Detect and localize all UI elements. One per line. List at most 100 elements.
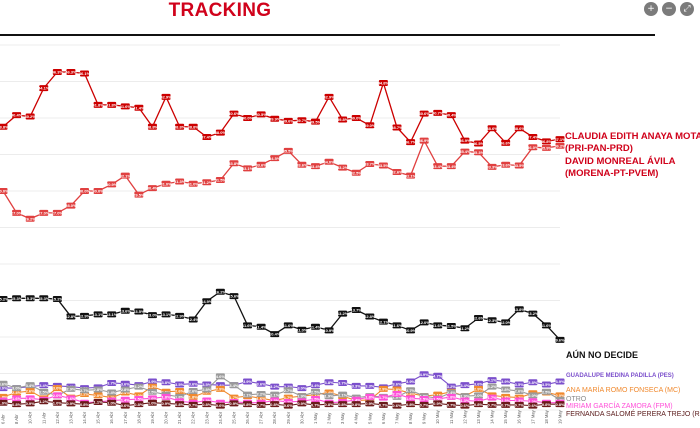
x-tick-label: 12 May bbox=[462, 409, 467, 424]
data-label-box bbox=[147, 123, 157, 130]
data-label-box bbox=[433, 322, 443, 329]
data-label-box bbox=[120, 307, 130, 314]
data-label-box bbox=[93, 398, 103, 405]
data-label: 10.9% bbox=[323, 328, 335, 333]
data-label-box bbox=[80, 401, 90, 408]
data-label-box bbox=[460, 402, 470, 409]
data-label: 0.9% bbox=[433, 401, 443, 406]
data-label: 35.5% bbox=[283, 148, 295, 153]
data-label: 0.8% bbox=[474, 402, 484, 407]
data-label-box bbox=[202, 386, 212, 393]
data-label-box bbox=[256, 401, 266, 408]
data-label-box bbox=[460, 148, 470, 155]
data-label: 3.5% bbox=[202, 382, 212, 387]
data-label-box bbox=[351, 115, 361, 121]
data-label: 29.5% bbox=[133, 192, 145, 197]
data-label-box bbox=[93, 311, 103, 318]
data-label: 2.1% bbox=[433, 392, 443, 397]
data-label: 0.6% bbox=[392, 403, 402, 408]
data-label-box bbox=[134, 383, 144, 390]
data-label-box bbox=[120, 172, 130, 179]
data-label: 3.9% bbox=[148, 379, 158, 384]
zoom-out-icon[interactable]: − bbox=[662, 2, 676, 16]
data-label: 1.7% bbox=[379, 395, 389, 400]
data-label-box bbox=[365, 313, 375, 320]
data-label-box bbox=[66, 202, 76, 209]
data-label: 13.6% bbox=[120, 308, 132, 313]
data-label-box bbox=[243, 115, 253, 121]
data-label: 1.7% bbox=[488, 395, 498, 400]
data-label-box bbox=[39, 398, 49, 405]
data-label-box bbox=[365, 122, 375, 129]
data-label: 3.7% bbox=[338, 381, 348, 386]
data-label-box bbox=[202, 298, 212, 305]
expand-icon[interactable]: ⤢ bbox=[680, 2, 694, 16]
data-label: 13.2% bbox=[527, 311, 539, 316]
data-label: 1.6% bbox=[257, 396, 267, 401]
data-label: 10.4% bbox=[269, 332, 281, 337]
data-label-box bbox=[378, 79, 388, 86]
data-label: 30.0% bbox=[79, 189, 91, 194]
data-label: 0.8% bbox=[324, 402, 334, 407]
data-label: 3.6% bbox=[0, 381, 8, 386]
data-label-box bbox=[324, 158, 334, 165]
data-label-box bbox=[555, 336, 565, 343]
data-label-box bbox=[514, 162, 524, 169]
data-label: 3.8% bbox=[324, 380, 334, 385]
x-tick-label: 19 Abr bbox=[150, 411, 155, 424]
data-label: 2.5% bbox=[311, 389, 321, 394]
data-label: 31.3% bbox=[174, 179, 186, 184]
data-label-box bbox=[134, 401, 144, 408]
data-label-box bbox=[487, 401, 497, 408]
data-label: 31.0% bbox=[160, 181, 172, 186]
data-label: 16.2% bbox=[215, 289, 227, 294]
data-label-box bbox=[283, 147, 293, 154]
data-label: 15.2% bbox=[0, 297, 9, 302]
data-label-box bbox=[473, 140, 483, 147]
data-label: 33.7% bbox=[364, 162, 376, 167]
data-label-box bbox=[161, 311, 171, 318]
data-label-box bbox=[283, 117, 293, 124]
data-label-box bbox=[12, 295, 22, 302]
data-label: 40.6% bbox=[418, 111, 430, 116]
data-label: 27.0% bbox=[38, 211, 50, 216]
data-label: 0.8% bbox=[12, 402, 22, 407]
data-label: 3.6% bbox=[392, 381, 402, 386]
x-tick-label: 2 May bbox=[327, 412, 332, 424]
data-label-box bbox=[243, 322, 253, 329]
legend-label: (MORENA-PT-PVEM) bbox=[565, 168, 658, 179]
data-label-box bbox=[93, 386, 103, 393]
data-label-box bbox=[270, 115, 280, 122]
data-label: 1.3% bbox=[501, 398, 511, 403]
data-label-box bbox=[107, 389, 117, 396]
zoom-in-icon[interactable]: + bbox=[644, 2, 658, 16]
legend-label: AÚN NO DECIDE bbox=[566, 349, 638, 360]
data-label-box bbox=[175, 388, 185, 395]
data-label-box bbox=[338, 164, 348, 171]
x-tick-label: 15 Abr bbox=[96, 411, 101, 424]
data-label-box bbox=[229, 160, 239, 167]
data-label-box bbox=[378, 385, 388, 392]
data-label: 4.1% bbox=[488, 378, 498, 383]
data-label-box bbox=[419, 110, 429, 117]
legend-label: MIRIAM GARCÍA ZAMORA (FPM) bbox=[566, 401, 673, 410]
data-label: 3.2% bbox=[134, 384, 144, 389]
data-label-box bbox=[12, 385, 22, 392]
data-label: 1.1% bbox=[284, 400, 294, 405]
data-label: 1.0% bbox=[0, 400, 8, 405]
data-label: 41.6% bbox=[120, 104, 132, 109]
data-label: 4.7% bbox=[433, 373, 443, 378]
x-tick-label: 28 Abr bbox=[272, 411, 277, 424]
data-label: 2.6% bbox=[515, 389, 525, 394]
data-label-box bbox=[473, 392, 483, 399]
data-label-box bbox=[215, 288, 225, 295]
data-label: 2.9% bbox=[474, 386, 484, 391]
data-label: 3.3% bbox=[365, 384, 375, 389]
data-label: 0.9% bbox=[161, 401, 171, 406]
data-label-box bbox=[147, 383, 157, 390]
data-label: 33.4% bbox=[310, 164, 322, 169]
data-label: 40.7% bbox=[432, 110, 444, 115]
data-label-box bbox=[433, 109, 443, 116]
x-tick-label: 29 Abr bbox=[286, 411, 291, 424]
data-label: 40.6% bbox=[228, 111, 240, 116]
